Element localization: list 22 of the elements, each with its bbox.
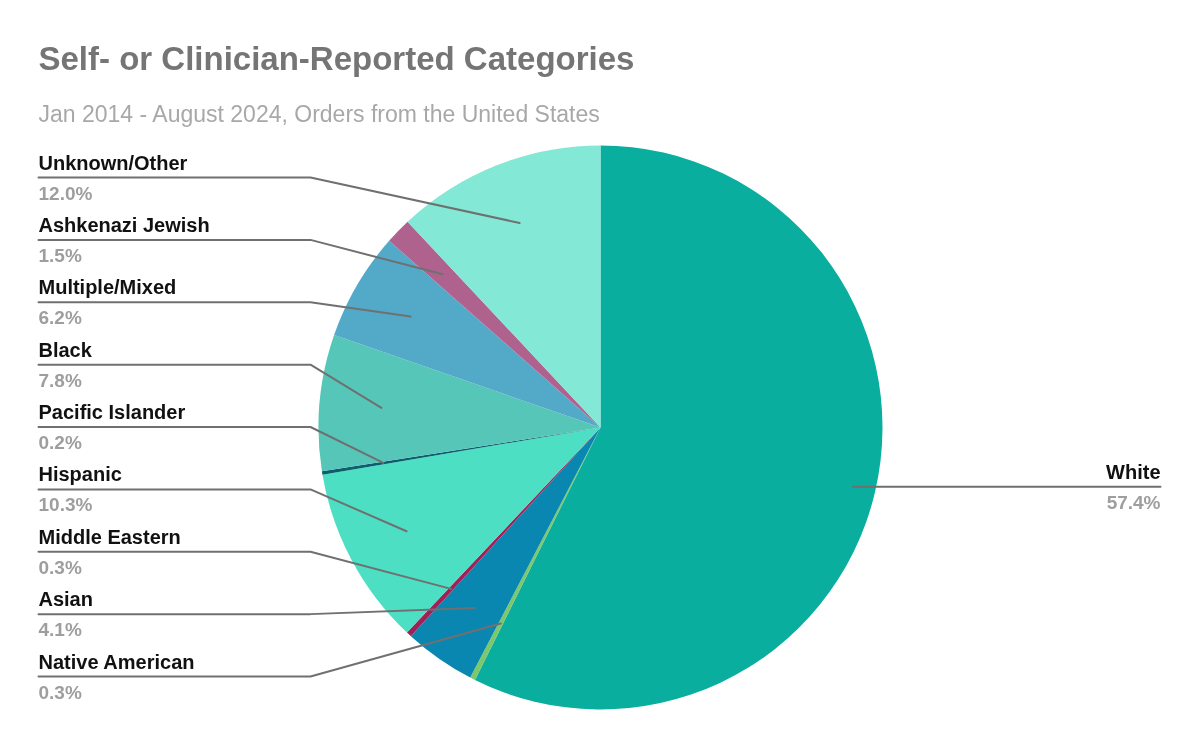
data-label: 12.0% — [38, 182, 93, 204]
slice-label: Hispanic — [38, 463, 122, 486]
data-label: 6.2% — [38, 307, 82, 329]
chart-title: Self- or Clinician-Reported Categories — [38, 40, 635, 77]
data-label: 0.2% — [38, 432, 82, 453]
data-label: 0.3% — [38, 556, 82, 578]
slice-label: Ashkenazi Jewish — [38, 213, 210, 236]
slice-label: Pacific Islander — [38, 401, 186, 423]
slice-label: White — [1106, 460, 1161, 483]
slice-label: Multiple/Mixed — [38, 276, 177, 299]
data-label: 57.4% — [1106, 491, 1161, 513]
slice-label: Asian — [38, 588, 93, 611]
slice-label: Black — [38, 338, 93, 361]
slice-label: Unknown/Other — [38, 151, 188, 174]
data-label: 1.5% — [38, 244, 82, 266]
data-label: 4.1% — [38, 619, 82, 641]
chart-subtitle: Jan 2014 - August 2024, Orders from the United States — [38, 100, 600, 127]
slice-label: Native American — [38, 650, 195, 673]
data-label: 0.3% — [38, 681, 82, 703]
data-label: 7.8% — [38, 369, 82, 391]
slice-label: Middle Eastern — [38, 525, 181, 548]
data-label: 10.3% — [38, 494, 93, 516]
